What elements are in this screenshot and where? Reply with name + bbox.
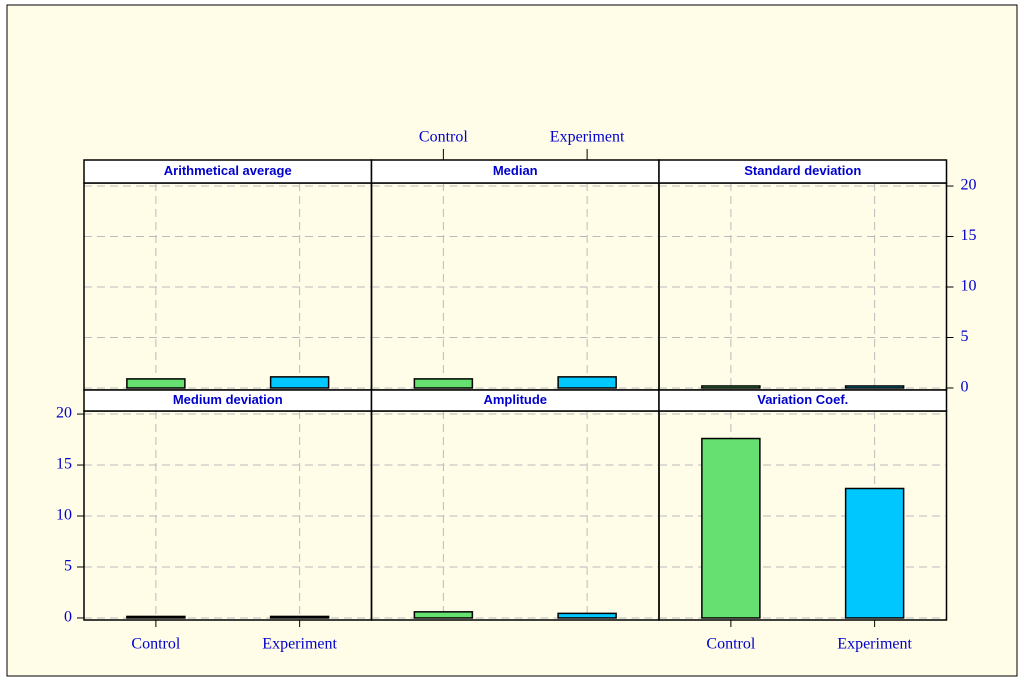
- bar: [844, 385, 905, 389]
- bar: [126, 378, 186, 389]
- y-tick-label: 10: [961, 278, 977, 295]
- bar: [844, 487, 905, 619]
- panel-title: Variation Coef.: [757, 392, 848, 407]
- x-tick-label: Experiment: [837, 636, 912, 653]
- bar: [557, 612, 617, 619]
- y-tick-label: 15: [56, 456, 72, 473]
- bar: [413, 611, 474, 619]
- bar: [126, 615, 186, 619]
- bar: [269, 615, 330, 619]
- panel-title: Medium deviation: [173, 392, 283, 407]
- panel-title: Median: [493, 163, 538, 178]
- panel-title: Amplitude: [483, 392, 547, 407]
- y-tick-label: 15: [961, 227, 977, 244]
- y-tick-label: 20: [961, 177, 977, 194]
- y-tick-label: 5: [961, 328, 969, 345]
- x-tick-label: Experiment: [262, 636, 337, 653]
- y-tick-label: 5: [64, 558, 72, 575]
- y-tick-label: 10: [56, 507, 72, 524]
- bar: [557, 376, 617, 389]
- strip: [658, 159, 948, 184]
- bar: [413, 378, 474, 389]
- x-tick-label: Control: [419, 129, 468, 146]
- panel-title: Arithmetical average: [164, 163, 292, 178]
- bar: [269, 376, 330, 389]
- y-tick-label: 0: [64, 609, 72, 626]
- y-tick-label: 0: [961, 379, 969, 396]
- panel-title: Standard deviation: [744, 163, 861, 178]
- x-tick-label: Experiment: [550, 129, 625, 146]
- bar: [701, 385, 761, 389]
- x-tick-label: Control: [706, 636, 755, 653]
- x-tick-label: Control: [131, 636, 180, 653]
- strip: [658, 389, 948, 412]
- bar: [701, 437, 761, 619]
- y-tick-label: 20: [56, 405, 72, 422]
